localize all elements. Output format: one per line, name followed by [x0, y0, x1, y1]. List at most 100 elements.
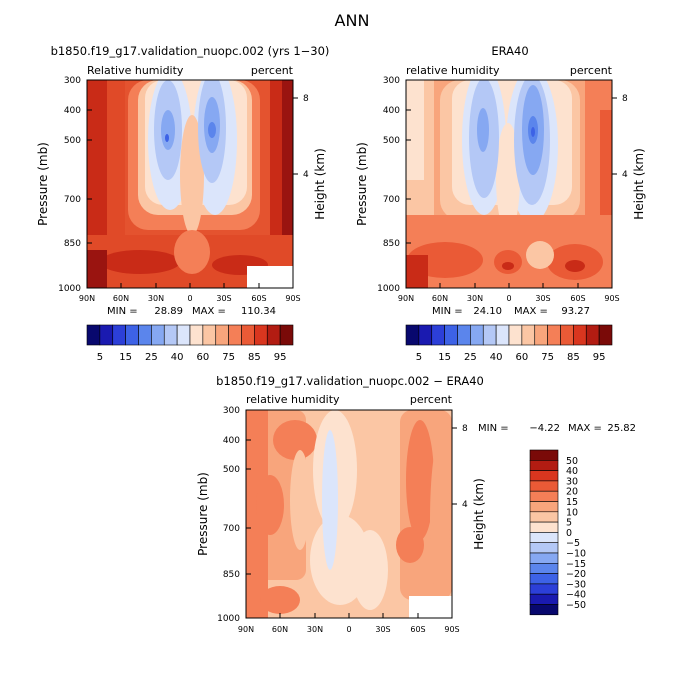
colorbar-swatch — [529, 532, 559, 544]
heatmap-field — [87, 80, 293, 288]
max-label: MAX = — [514, 306, 548, 317]
x-tick-label: 90N — [238, 625, 254, 634]
colorbar-label: 85 — [567, 352, 580, 363]
y-tick-label: 1000 — [377, 284, 400, 294]
colorbar-swatch — [521, 324, 536, 346]
x-tick-label: 60N — [113, 294, 129, 303]
colorbar-label: 60 — [197, 352, 210, 363]
min-label: MIN = — [107, 306, 138, 317]
y-tick-label: 400 — [383, 106, 400, 116]
colorbar-label: 25 — [464, 352, 477, 363]
x-tick-label: 60S — [251, 294, 266, 303]
colorbar-swatch — [529, 542, 559, 554]
x-tick-label: 30S — [375, 625, 390, 634]
colorbar-swatch — [508, 324, 523, 346]
colorbar-swatch — [176, 324, 191, 346]
variable-label: relative humidity — [406, 64, 500, 77]
colorbar-label: −30 — [566, 579, 586, 590]
colorbar-label: 40 — [566, 466, 578, 477]
colorbar-swatch — [529, 459, 559, 471]
missing-data-mask — [247, 266, 293, 288]
colorbar-swatch — [163, 324, 178, 346]
y2-axis-title: Height (km) — [472, 478, 486, 549]
y-tick-label: 850 — [223, 570, 240, 580]
colorbar-model: 5 15 25 40 60 75 85 95 — [86, 324, 294, 363]
x-tick-label: 60S — [410, 625, 425, 634]
y-tick-label: 700 — [383, 195, 400, 205]
y2-axis: 8 4 Height (km) — [612, 94, 646, 220]
y2-tick-label: 8 — [622, 94, 628, 104]
contour-band — [496, 123, 520, 233]
min-value: 24.10 — [473, 306, 502, 317]
y-tick-label: 1000 — [217, 614, 240, 624]
colorbar-swatch — [266, 324, 281, 346]
panel-title: ERA40 — [491, 44, 528, 58]
contour-band — [531, 127, 535, 137]
panel-difference: b1850.f19_g17.validation_nuopc.002 − ERA… — [196, 374, 636, 634]
colorbar-swatch — [529, 470, 559, 482]
units-label: percent — [251, 64, 294, 77]
colorbar-label: 0 — [566, 528, 572, 539]
colorbar-label: 30 — [566, 476, 578, 487]
colorbar-label: 5 — [566, 518, 572, 529]
x-tick-label: 90S — [285, 294, 300, 303]
units-label: percent — [570, 64, 613, 77]
colorbar-label: −40 — [566, 590, 586, 601]
colorbar-label: −20 — [566, 569, 586, 580]
contour-band — [100, 250, 180, 274]
x-tick-label: 60N — [432, 294, 448, 303]
contour-band — [502, 262, 514, 270]
min-max-readout: MIN = 24.10 MAX = 93.27 — [432, 306, 590, 317]
contour-band — [406, 80, 424, 180]
y-tick-label: 700 — [64, 195, 81, 205]
max-label: MAX = — [192, 306, 226, 317]
colorbar-swatch — [495, 324, 510, 346]
x-tick-label: 0 — [506, 294, 511, 303]
colorbar-swatch — [482, 324, 497, 346]
x-tick-label: 90S — [444, 625, 459, 634]
y-tick-label: 1000 — [58, 284, 81, 294]
max-label: MAX = — [568, 423, 602, 434]
min-value: −4.22 — [529, 423, 560, 434]
colorbar-label: −50 — [566, 600, 586, 611]
contour-band — [208, 122, 216, 138]
colorbar-swatch — [215, 324, 229, 346]
colorbar-label: 40 — [490, 352, 503, 363]
colorbar-swatch — [529, 593, 559, 605]
y2-axis: 8 4 Height (km) — [452, 424, 486, 550]
colorbar-era40: 5 15 25 40 60 75 85 95 — [405, 324, 613, 363]
heatmap-field — [246, 410, 452, 618]
y-tick-label: 300 — [64, 76, 81, 86]
colorbar-swatch — [418, 324, 433, 346]
x-axis: 90N 60N 30N 0 30S 60S 90S — [398, 283, 620, 303]
y2-tick-label: 4 — [622, 170, 628, 180]
colorbar-swatch — [529, 490, 559, 502]
colorbar-swatch — [86, 324, 101, 346]
colorbar-label: 25 — [145, 352, 158, 363]
y-axis-title: Pressure (mb) — [355, 142, 369, 226]
x-axis: 90N 60N 30N 0 30S 60S 90S — [79, 283, 301, 303]
colorbar-swatch — [585, 324, 600, 346]
units-label: percent — [410, 393, 453, 406]
max-value: 93.27 — [561, 306, 590, 317]
colorbar-swatch — [529, 449, 559, 461]
colorbar-swatch — [189, 324, 204, 346]
x-tick-label: 60S — [570, 294, 585, 303]
contour-band — [526, 241, 554, 269]
variable-label: Relative humidity — [87, 64, 184, 77]
y2-axis-title: Height (km) — [632, 148, 646, 219]
x-tick-label: 60N — [272, 625, 288, 634]
min-max-readout: MIN = 28.89 MAX = 110.34 — [107, 306, 276, 317]
missing-data-mask — [409, 596, 452, 618]
colorbar-swatch — [573, 324, 587, 346]
colorbar-swatch — [529, 604, 559, 616]
colorbar-label: 75 — [222, 352, 235, 363]
y-axis: 300 400 500 700 850 1000 Pressure (mb) — [36, 76, 92, 294]
colorbar-swatch — [254, 324, 268, 346]
min-label: MIN = — [478, 423, 509, 434]
colorbar-label: 10 — [566, 507, 578, 518]
colorbar-label: 15 — [119, 352, 132, 363]
min-value: 28.89 — [154, 306, 183, 317]
y2-tick-label: 8 — [303, 94, 309, 104]
